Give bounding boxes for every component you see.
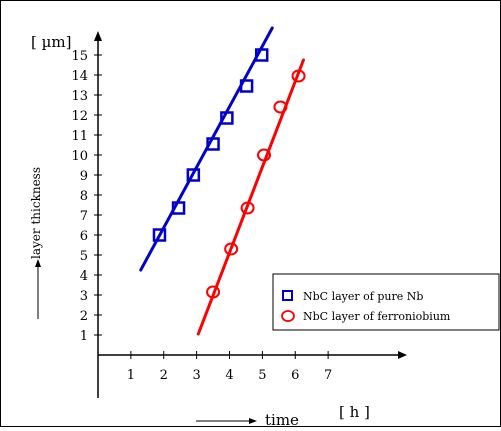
x-tick-label: 1 [127,368,135,383]
y-tick-label: 9 [80,169,88,184]
x-tick-label: 4 [225,368,233,383]
y-tick-label: 3 [80,289,88,304]
x-tick-label: 6 [291,368,299,383]
axes [94,31,407,398]
y-tick-label: 6 [80,229,88,244]
y-tick-label: 7 [80,209,88,224]
y-tick-label: 5 [80,249,88,264]
y-tick-label: 2 [80,309,88,324]
x-tick-label: 2 [160,368,168,383]
y-tick-label: 14 [71,69,88,84]
y-axis-unit-label: [ µm] [31,33,71,51]
y-tick-label: 15 [71,49,88,64]
y-axis-title-label: layer thickness [29,167,43,259]
y-axis-arrowhead [94,31,102,41]
data-markers [154,50,305,298]
y-tick-label: 10 [71,149,88,164]
x-axis-direction-arrowhead [249,418,257,424]
y-tick-label: 4 [80,269,88,284]
x-axis-title-label: time [265,411,299,426]
x-tick-label: 7 [324,368,332,383]
y-tick-label: 8 [80,189,88,204]
legend-label-ferroniobium: NbC layer of ferroniobium [303,310,451,323]
x-axis-unit-label: [ h ] [339,403,370,421]
legend-label-pure-nb: NbC layer of pure Nb [303,290,423,303]
x-axis-title: time [ h ] [196,403,370,426]
x-tick-label: 3 [192,368,200,383]
y-axis-direction-arrowhead [35,259,41,267]
y-tick-label: 13 [71,89,88,104]
x-axis-arrowhead [398,351,407,359]
x-tick-label: 5 [258,368,266,383]
y-tick-label: 11 [71,129,88,144]
legend: NbC layer of pure Nb NbC layer of ferroni… [273,274,499,330]
y-axis-title: layer thickness [29,167,43,319]
y-tick-label: 12 [71,109,88,124]
y-tick-label: 1 [80,329,88,344]
